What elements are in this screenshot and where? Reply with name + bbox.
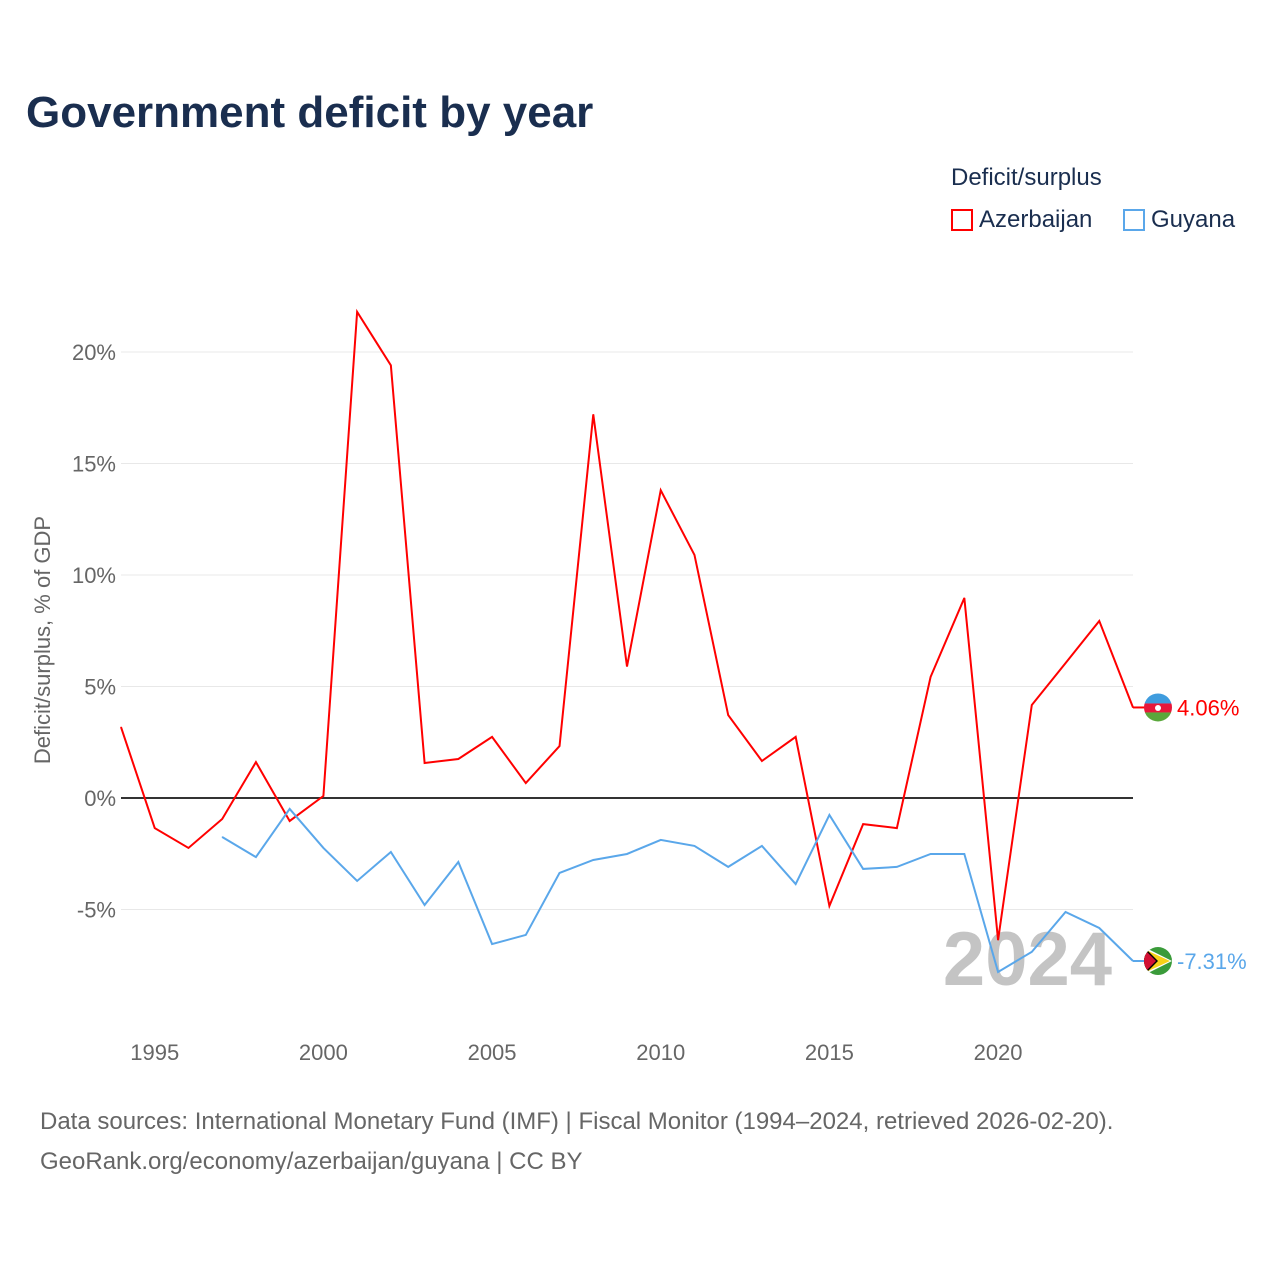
data-point bbox=[727, 714, 729, 716]
data-point bbox=[322, 795, 324, 797]
data-point bbox=[795, 883, 797, 885]
y-tick-label: 20% bbox=[72, 340, 116, 365]
legend-swatch bbox=[951, 209, 973, 231]
footer-sources: Data sources: International Monetary Fun… bbox=[40, 1108, 1114, 1135]
data-point bbox=[289, 808, 291, 810]
data-point bbox=[592, 859, 594, 861]
footer-link[interactable]: GeoRank.org/economy/azerbaijan/guyana | … bbox=[40, 1148, 583, 1175]
data-point bbox=[424, 904, 426, 906]
chart-title: Government deficit by year bbox=[26, 88, 594, 137]
data-point bbox=[322, 847, 324, 849]
data-point bbox=[1031, 951, 1033, 953]
data-point bbox=[761, 845, 763, 847]
series-line-azerbaijan bbox=[120, 308, 1134, 941]
data-point bbox=[356, 311, 358, 313]
azerbaijan-flag-icon bbox=[1144, 693, 1172, 722]
x-tick-label: 2010 bbox=[636, 1040, 685, 1065]
data-point bbox=[255, 856, 257, 858]
data-point bbox=[221, 836, 223, 838]
series-line-guyana bbox=[221, 807, 1134, 974]
data-point bbox=[187, 847, 189, 849]
data-point bbox=[626, 665, 628, 667]
data-point bbox=[424, 762, 426, 764]
end-value-label: 4.06% bbox=[1177, 695, 1239, 720]
data-point bbox=[930, 676, 932, 678]
data-point bbox=[457, 758, 459, 760]
data-point bbox=[963, 853, 965, 855]
data-point bbox=[255, 761, 257, 763]
data-point bbox=[525, 934, 527, 936]
legend-swatch bbox=[1123, 209, 1145, 231]
legend-item-guyana[interactable]: Guyana bbox=[1123, 206, 1235, 234]
data-point bbox=[693, 554, 695, 556]
y-tick-label: 5% bbox=[84, 675, 116, 700]
data-point bbox=[390, 851, 392, 853]
y-axis-label: Deficit/surplus, % of GDP bbox=[30, 516, 55, 764]
data-point bbox=[559, 872, 561, 874]
data-point bbox=[997, 971, 999, 973]
data-point bbox=[795, 736, 797, 738]
data-point bbox=[828, 905, 830, 907]
data-point bbox=[289, 820, 291, 822]
data-point bbox=[1065, 911, 1067, 913]
legend-label: Azerbaijan bbox=[979, 206, 1093, 233]
data-point bbox=[356, 880, 358, 882]
year-watermark: 2024 bbox=[943, 917, 1112, 1002]
y-tick-label: -5% bbox=[77, 898, 116, 923]
data-point bbox=[997, 939, 999, 941]
data-point bbox=[930, 853, 932, 855]
data-point bbox=[693, 845, 695, 847]
data-point bbox=[660, 839, 662, 841]
data-point bbox=[828, 814, 830, 816]
data-point bbox=[1031, 704, 1033, 706]
data-point bbox=[862, 823, 864, 825]
data-point bbox=[862, 868, 864, 870]
legend-item-azerbaijan[interactable]: Azerbaijan bbox=[951, 206, 1092, 234]
data-point bbox=[559, 745, 561, 747]
y-tick-label: 0% bbox=[84, 786, 116, 811]
end-value-label: -7.31% bbox=[1177, 949, 1247, 974]
data-point bbox=[1098, 620, 1100, 622]
data-point bbox=[491, 736, 493, 738]
data-point bbox=[1065, 662, 1067, 664]
data-point bbox=[221, 818, 223, 820]
data-point bbox=[457, 861, 459, 863]
x-tick-label: 2005 bbox=[468, 1040, 517, 1065]
y-tick-label: 15% bbox=[72, 452, 116, 477]
x-tick-label: 2020 bbox=[974, 1040, 1023, 1065]
data-point bbox=[727, 866, 729, 868]
guyana-flag-icon bbox=[1144, 947, 1172, 976]
x-tick-label: 2015 bbox=[805, 1040, 854, 1065]
data-point bbox=[896, 866, 898, 868]
data-point bbox=[120, 726, 122, 728]
data-point bbox=[896, 827, 898, 829]
data-point bbox=[390, 364, 392, 366]
data-point bbox=[660, 489, 662, 491]
legend-label: Guyana bbox=[1151, 206, 1236, 233]
x-tick-label: 2000 bbox=[299, 1040, 348, 1065]
data-point bbox=[761, 760, 763, 762]
data-point bbox=[592, 413, 594, 415]
y-tick-label: 10% bbox=[72, 563, 116, 588]
data-point bbox=[491, 943, 493, 945]
legend-title: Deficit/surplus bbox=[951, 164, 1102, 191]
data-point bbox=[626, 853, 628, 855]
data-point bbox=[1098, 927, 1100, 929]
data-point bbox=[963, 597, 965, 599]
x-tick-label: 1995 bbox=[130, 1040, 179, 1065]
data-point bbox=[525, 782, 527, 784]
data-point bbox=[154, 827, 156, 829]
